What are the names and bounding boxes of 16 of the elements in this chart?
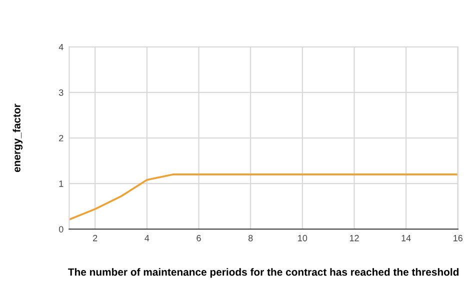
x-tick-label: 8	[248, 234, 253, 242]
x-tick-label: 6	[196, 234, 201, 242]
x-tick-label: 16	[454, 234, 463, 242]
x-tick-label: 4	[144, 235, 150, 242]
y-tick-label: 2	[59, 134, 64, 142]
y-tick-label: 1	[59, 180, 64, 187]
x-axis-title: The number of maintenance periods for the contract has reached the threshold	[68, 268, 459, 278]
y-tick-label: 3	[58, 89, 64, 96]
x-tick-label: 2	[93, 234, 98, 242]
line-series	[69, 174, 458, 220]
y-tick-label: 4	[58, 44, 64, 50]
x-tick-label: 12	[350, 234, 359, 242]
x-tick-label: 14	[402, 235, 411, 242]
x-tick-label: 10	[298, 234, 308, 242]
y-axis-title: energy_factor	[12, 104, 23, 172]
y-tick-label: 0	[58, 226, 64, 232]
